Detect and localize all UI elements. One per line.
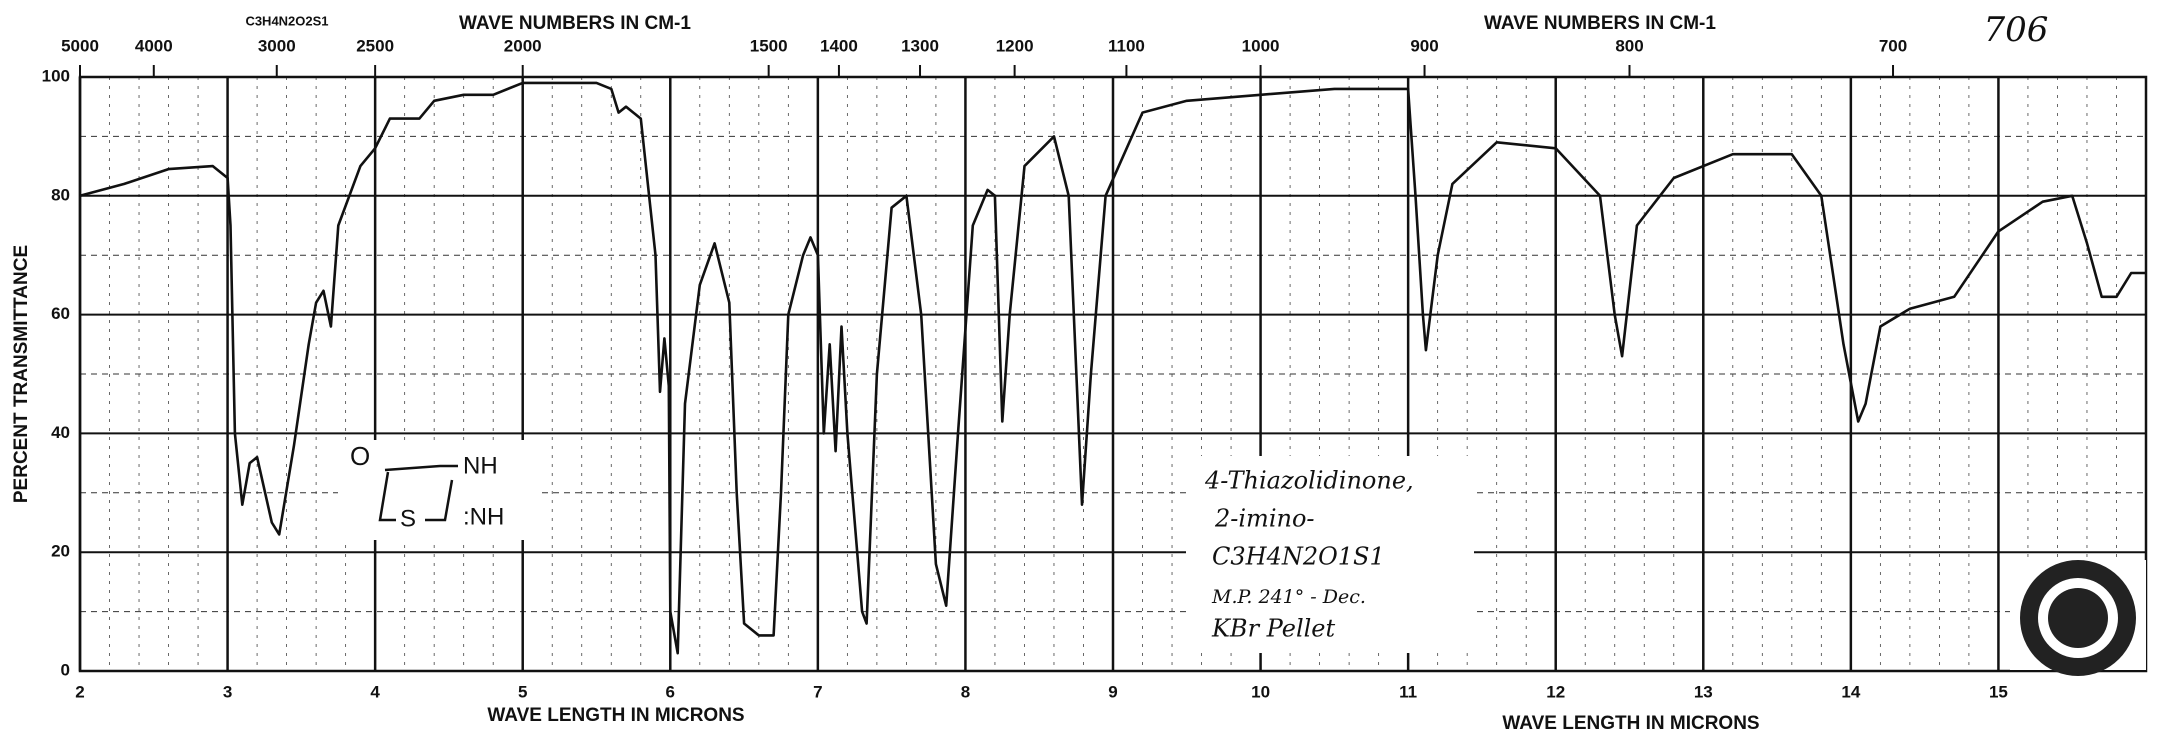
x-tick-label: 4 bbox=[370, 682, 380, 701]
y-tick-label: 20 bbox=[51, 542, 70, 561]
plot-frame bbox=[78, 75, 2148, 673]
page-number: 706 bbox=[1984, 10, 2049, 50]
x-axis-title: WAVE LENGTH IN MICRONS bbox=[487, 705, 744, 726]
x2-tick-label: 1100 bbox=[1108, 36, 1145, 55]
x-tick-label: 10 bbox=[1251, 682, 1270, 701]
y-axis-title: PERCENT TRANSMITTANCE bbox=[11, 245, 32, 503]
x2-tick-label: 1400 bbox=[820, 36, 858, 55]
x-tick-label: 15 bbox=[1989, 682, 2008, 701]
structure-atom: O bbox=[350, 441, 370, 471]
x2-tick-label: 2500 bbox=[356, 36, 394, 55]
x-axis-title: WAVE LENGTH IN MICRONS bbox=[1502, 713, 1759, 734]
y-tick-label: 60 bbox=[51, 304, 70, 323]
x2-tick-label: 3000 bbox=[258, 36, 296, 55]
x2-tick-label: 700 bbox=[1879, 36, 1907, 55]
x2-tick-label: 1300 bbox=[901, 36, 939, 55]
note-line: 4-Thiazolidinone, bbox=[1204, 467, 1414, 495]
x2-tick-label: 800 bbox=[1615, 36, 1643, 55]
x2-tick-label: 900 bbox=[1410, 36, 1438, 55]
note-box bbox=[1186, 456, 1474, 653]
x2-axis-title: WAVE NUMBERS IN CM-1 bbox=[1484, 13, 1716, 34]
x2-axis-title: WAVE NUMBERS IN CM-1 bbox=[459, 13, 691, 34]
x-tick-label: 14 bbox=[1841, 682, 1860, 701]
spectrum-line bbox=[79, 81, 2146, 655]
logo-core bbox=[2048, 588, 2108, 648]
y-tick-label: 100 bbox=[42, 66, 70, 85]
note-line: C3H4N2O1S1 bbox=[1212, 543, 1385, 571]
note-line: 2-imino- bbox=[1214, 505, 1315, 533]
x2-tick-label: 5000 bbox=[61, 36, 99, 55]
y-tick-label: 0 bbox=[61, 660, 70, 679]
structure-atom: NH bbox=[463, 452, 498, 479]
x2-tick-label: 1500 bbox=[750, 36, 788, 55]
x-tick-label: 3 bbox=[223, 682, 232, 701]
structure-bonds bbox=[378, 464, 458, 522]
x2-tick-label: 1000 bbox=[1242, 36, 1280, 55]
structure-atom: S bbox=[400, 505, 416, 532]
x-tick-label: 7 bbox=[813, 682, 822, 701]
x-tick-label: 9 bbox=[1108, 682, 1117, 701]
x-tick-label: 5 bbox=[518, 682, 527, 701]
note-line: KBr Pellet bbox=[1211, 615, 1335, 643]
x-tick-label: 2 bbox=[75, 682, 84, 701]
x-tick-label: 12 bbox=[1546, 682, 1565, 701]
x2-tick-label: 4000 bbox=[135, 36, 173, 55]
plot-area: 0 20 40 60 80 100 2 3 4 5 6 7 8 9 10 11 12 13 14 15 5000 4000… bbox=[42, 36, 2148, 701]
y-tick-label: 40 bbox=[51, 423, 70, 442]
y-tick-label: 80 bbox=[51, 185, 70, 204]
logo bbox=[2010, 560, 2146, 676]
structure-box bbox=[338, 440, 538, 540]
x-tick-label: 13 bbox=[1694, 682, 1713, 701]
x-tick-label: 8 bbox=[961, 682, 970, 701]
x2-tick-label: 1200 bbox=[996, 36, 1034, 55]
x-tick-label: 6 bbox=[666, 682, 675, 701]
note-line: M.P. 241° - Dec. bbox=[1211, 586, 1366, 608]
formula: C3H4N2O2S1 bbox=[245, 13, 328, 28]
structure-atom: :NH bbox=[463, 503, 504, 530]
x2-tick-label: 2000 bbox=[504, 36, 542, 55]
x-tick-label: 11 bbox=[1399, 682, 1417, 701]
